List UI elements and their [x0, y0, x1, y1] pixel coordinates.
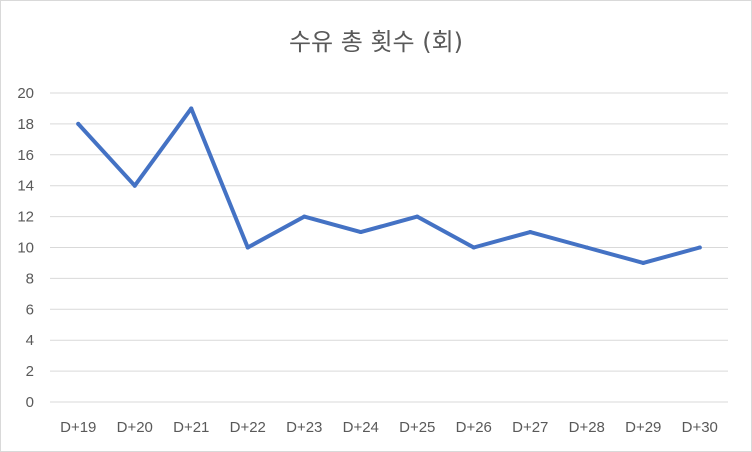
series	[76, 106, 702, 265]
data-point	[132, 183, 137, 188]
data-point	[76, 121, 81, 126]
y-tick-label: 2	[26, 363, 34, 380]
x-tick-label: D+28	[569, 419, 605, 436]
x-tick-label: D+20	[117, 419, 153, 436]
x-tick-label: D+29	[625, 419, 661, 436]
data-point	[302, 214, 307, 219]
y-tick-label: 8	[26, 270, 34, 287]
x-tick-label: D+21	[173, 419, 209, 436]
data-point	[245, 245, 250, 250]
data-point	[697, 245, 702, 250]
x-tick-label: D+27	[512, 419, 548, 436]
data-point	[358, 230, 363, 235]
y-tick-label: 6	[26, 301, 34, 318]
data-point	[189, 106, 194, 111]
x-tick-label: D+19	[60, 419, 96, 436]
data-point	[584, 245, 589, 250]
chart-title: 수유 총 횟수 (회)	[288, 28, 464, 56]
y-tick-label: 12	[17, 209, 34, 226]
y-tick-label: 20	[17, 85, 34, 102]
gridlines	[50, 92, 728, 403]
y-axis-labels: 0 2 4 6 8 10 12 14 16 18 20	[17, 85, 34, 411]
data-point	[471, 245, 476, 250]
x-tick-label: D+25	[399, 419, 435, 436]
data-point	[528, 230, 533, 235]
x-tick-label: D+26	[456, 419, 492, 436]
y-tick-label: 14	[17, 178, 34, 195]
x-tick-label: D+22	[230, 419, 266, 436]
y-tick-label: 16	[17, 147, 34, 164]
y-tick-label: 10	[17, 240, 34, 257]
x-tick-label: D+24	[343, 419, 379, 436]
data-point	[415, 214, 420, 219]
y-tick-label: 0	[26, 394, 34, 411]
x-tick-label: D+23	[286, 419, 322, 436]
data-point	[641, 260, 646, 265]
series-line	[76, 106, 702, 265]
y-tick-label: 4	[26, 332, 34, 349]
x-tick-label: D+30	[682, 419, 718, 436]
x-axis-labels: D+19 D+20 D+21 D+22 D+23 D+24 D+25 D+26 D+27 D+28…	[60, 419, 718, 436]
y-tick-label: 18	[17, 116, 34, 133]
